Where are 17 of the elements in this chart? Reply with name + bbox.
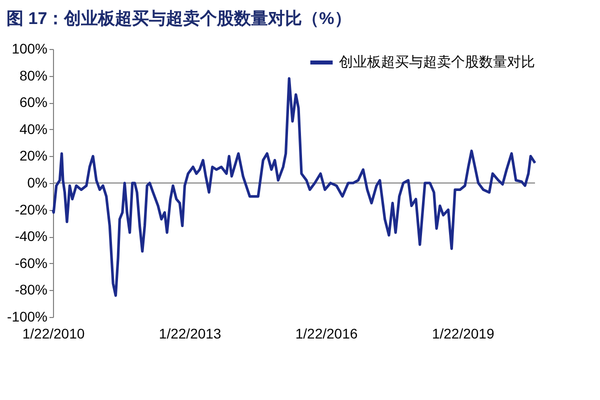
y-tick-label: 60%: [19, 94, 48, 110]
x-tick-label: 1/22/2016: [295, 326, 358, 342]
y-tick-label: -80%: [14, 282, 48, 298]
x-tick-label: 1/22/2013: [158, 326, 222, 342]
x-tick-label: 1/22/2010: [22, 326, 85, 342]
x-tick-label: 1/22/2019: [432, 326, 494, 342]
y-tick-label: -40%: [14, 228, 48, 244]
y-tick-label: 0%: [27, 174, 48, 190]
legend-label: 创业板超买与超卖个股数量对比: [339, 54, 535, 70]
y-tick-label: -60%: [14, 254, 48, 271]
y-tick-label: 100%: [12, 40, 48, 56]
y-tick-label: -20%: [14, 201, 48, 218]
chart-title: 图 17：创业板超买与超卖个股数量对比（%）: [6, 9, 352, 28]
y-tick-label: -100%: [7, 308, 48, 324]
y-tick-label: 40%: [19, 120, 48, 137]
y-tick-label: 20%: [19, 148, 48, 164]
y-tick-label: 80%: [19, 67, 48, 84]
